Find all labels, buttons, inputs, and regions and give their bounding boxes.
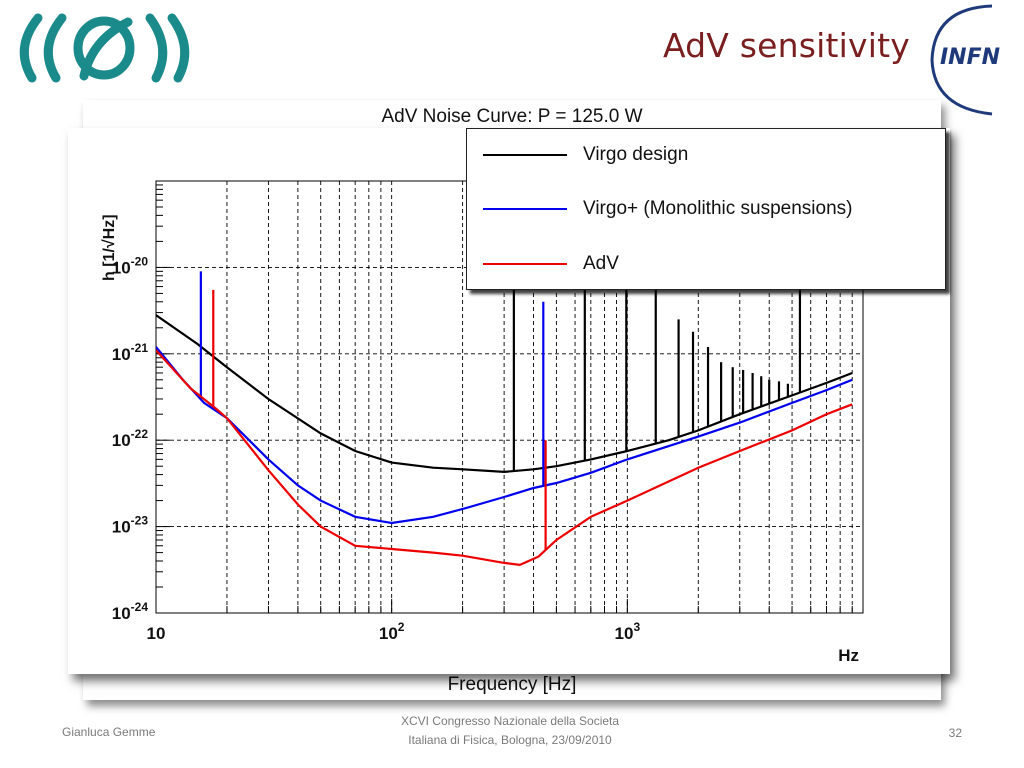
background-chart-xlabel: Frequency [Hz] [447,674,577,695]
footer-conference-line1: XCVI Congresso Nazionale della Societa [400,714,620,728]
x-tick-label: 103 [615,620,641,643]
infn-logo-text: INFN [940,45,1000,70]
footer-conference-line2: Italiana di Fisica, Bologna, 23/09/2010 [408,733,612,747]
x-tick-label: 102 [379,620,405,643]
legend-label-adv: AdV [583,253,619,274]
y-tick-label: 10-21 [112,341,149,364]
footer-author: Gianluca Gemme [62,725,156,739]
footer-conference: XCVI Congresso Nazionale della Societa I… [330,712,690,750]
slide-title: AdV sensitivity [662,26,910,65]
y-tick-label: 10-22 [112,427,149,450]
legend-item-adv: AdV [483,249,619,279]
infn-logo: INFN [930,4,1000,116]
legend-swatch-virgo-plus [483,208,567,210]
chart-legend: Virgo design Virgo+ (Monolithic suspensi… [466,128,946,290]
x-axis-label: Hz [838,646,859,665]
y-axis-label: h [1/√Hz] [101,214,118,281]
legend-swatch-adv [483,263,567,265]
sensitivity-chart: 10-24 10-23 10-22 10-21 10-20 10 102 103 Hz h [1/… [68,128,950,674]
legend-label-virgo-design: Virgo design [583,144,689,165]
y-tick-label: 10-20 [112,254,149,277]
series-line-2 [156,349,853,567]
x-tick-label: 10 [147,624,166,643]
y-tick-label: 10-23 [112,514,149,537]
virgo-logo [19,13,190,83]
page-number: 32 [948,726,962,740]
background-chart-title: AdV Noise Curve: P = 125.0 W [381,106,643,127]
legend-item-virgo-design: Virgo design [483,140,688,170]
series-line-1 [156,346,853,525]
y-tick-label: 10-24 [112,600,149,623]
legend-item-virgo-plus: Virgo+ (Monolithic suspensions) [483,194,852,224]
legend-label-virgo-plus: Virgo+ (Monolithic suspensions) [583,198,853,219]
legend-swatch-virgo-design [483,154,567,156]
